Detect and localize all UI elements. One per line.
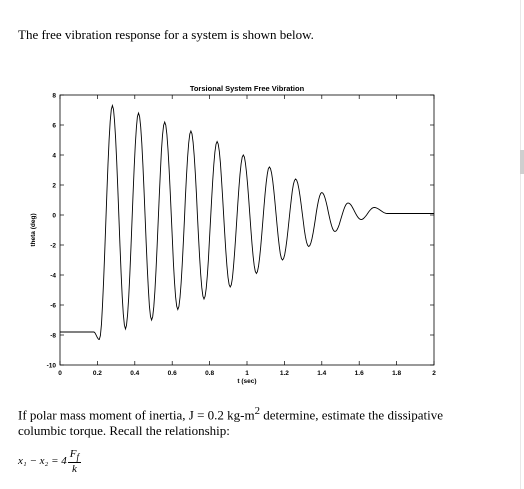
formula-lhs: x₁ − x₂ = 4 xyxy=(18,455,67,468)
chart-svg: 0 0.2 0.4 0.6 0.8 1 1.2 1.4 1.6 1.8 2 -10 -8 -6 -4 -2 0 2… xyxy=(30,84,436,385)
page-scrollbar[interactable] xyxy=(520,0,524,489)
relationship-formula: x₁ − x₂ = 4 Ff k xyxy=(18,448,82,476)
y-tick-label: 6 xyxy=(52,123,56,130)
y-tick-label: 2 xyxy=(52,183,56,190)
question-text: If polar mass moment of inertia, J = 0.2… xyxy=(18,403,488,439)
formula-numerator-sub: f xyxy=(76,452,80,463)
y-tick-label: -4 xyxy=(50,273,56,280)
x-tick-label: 0.6 xyxy=(168,370,177,377)
plot-frame xyxy=(59,94,435,366)
x-tick-label: 1.6 xyxy=(355,370,364,377)
formula-denominator: k xyxy=(71,463,77,476)
y-axis-label: theta (deg) xyxy=(30,213,37,246)
vibration-chart: 0 0.2 0.4 0.6 0.8 1 1.2 1.4 1.6 1.8 2 -10 -8 -6 -4 -2 0 2… xyxy=(0,80,524,390)
scrollbar-thumb[interactable] xyxy=(520,150,524,174)
x-tick-label: 1.2 xyxy=(280,370,289,377)
formula-numerator-symbol: F xyxy=(69,448,77,460)
x-axis-label: t (sec) xyxy=(237,378,256,385)
response-line xyxy=(60,103,434,341)
y-tick-label: 8 xyxy=(52,93,56,100)
formula-fraction: Ff k xyxy=(67,448,82,476)
chart-title: Torsional System Free Vibration xyxy=(190,84,305,93)
question-part1: If polar mass moment of inertia, J = 0.2… xyxy=(18,407,255,423)
x-tick-label: 0.2 xyxy=(93,370,102,377)
formula-numerator: Ff xyxy=(67,448,82,464)
question-part2: determine, estimate the dissipative colu… xyxy=(18,407,444,439)
x-tick-label: 1.8 xyxy=(392,370,401,377)
y-tick-label: -6 xyxy=(50,303,56,310)
x-tick-label: 0.4 xyxy=(130,370,139,377)
y-tick-label: -2 xyxy=(50,243,56,250)
y-tick-label: -10 xyxy=(47,363,57,370)
question-sup: 2 xyxy=(254,405,261,417)
x-tick-label: 0.8 xyxy=(205,370,214,377)
x-tick-label: 0 xyxy=(58,370,62,377)
x-tick-label: 2 xyxy=(432,370,436,377)
intro-text: The free vibration response for a system… xyxy=(18,27,314,42)
y-tick-label: -8 xyxy=(50,333,56,340)
x-tick-label: 1 xyxy=(245,370,249,377)
y-tick-label: 4 xyxy=(52,153,56,160)
x-tick-label: 1.4 xyxy=(317,370,326,377)
scrollbar-track xyxy=(520,0,521,489)
y-tick-label: 0 xyxy=(52,213,56,220)
